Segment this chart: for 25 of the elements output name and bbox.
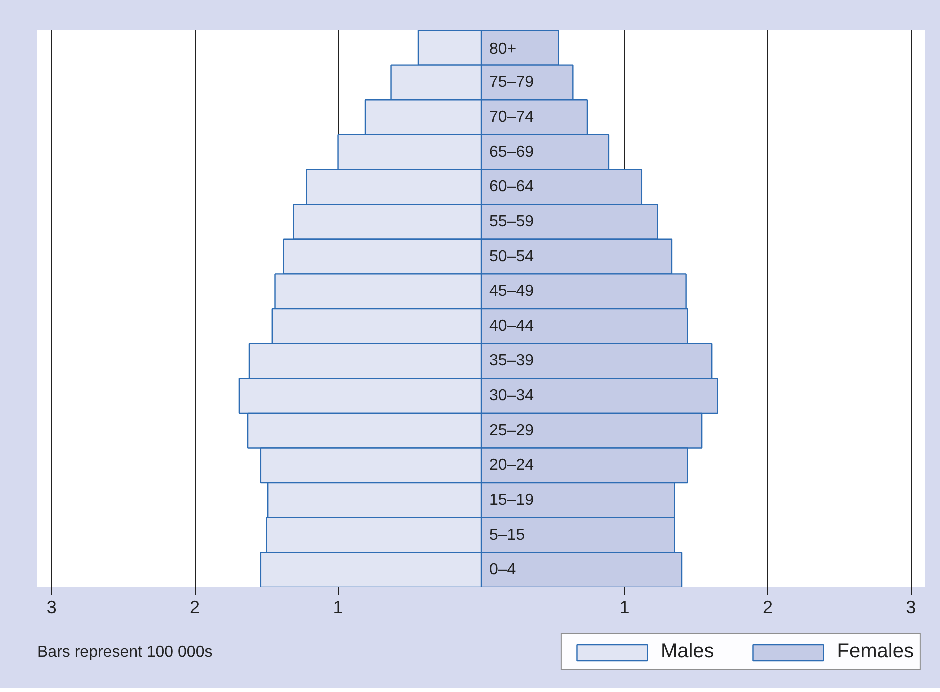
category-label: 55–59 [490,213,534,230]
x-tick-label: 2 [762,598,773,618]
category-label: 0–4 [490,562,516,579]
legend-label: Females [837,640,914,664]
x-tick-label: 3 [906,598,916,618]
x-tick-label: 2 [190,598,200,618]
category-label: 35–39 [490,352,534,370]
category-label: 15–19 [490,492,534,509]
category-label: 70–74 [490,109,534,126]
text: Bars represent 100 000s [38,644,213,661]
x-tick-label: 1 [620,598,630,618]
category-label: 65–69 [490,144,534,161]
category-label: 50–54 [490,248,534,266]
category-label: 75–79 [490,74,534,92]
category-label: 40–44 [490,318,534,335]
category-label: 5–15 [490,526,526,544]
legend-label: Males [660,640,714,664]
category-label: 60–64 [490,178,534,196]
category-label: 30–34 [490,388,534,405]
category-label: 25–29 [490,422,534,440]
category-label: 45–49 [490,283,534,300]
category-label: 80+ [490,40,517,58]
x-tick-label: 1 [333,598,344,618]
category-label: 20–24 [490,457,534,474]
x-tick-label: 3 [46,598,57,618]
